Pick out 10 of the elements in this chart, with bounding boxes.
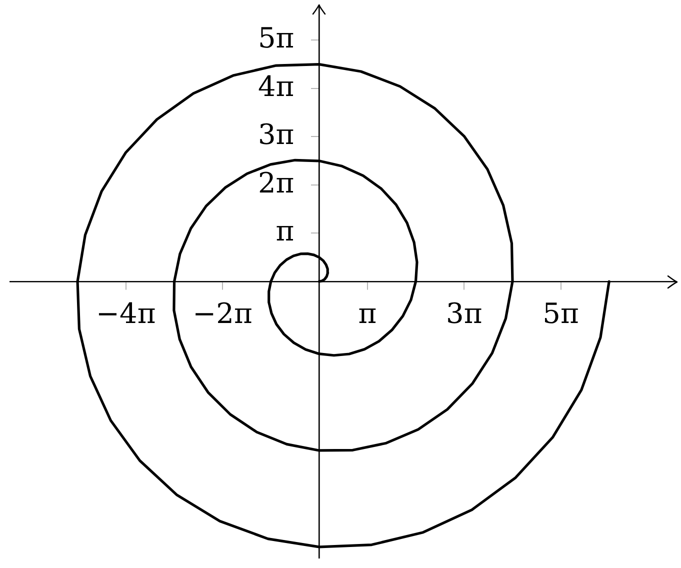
x-tick-label: −2π	[192, 297, 252, 330]
y-tick-label: 4π	[258, 70, 294, 103]
y-tick-label: π	[276, 214, 294, 248]
y-tick-label: 3π	[258, 118, 294, 152]
y-tick-label: 2π	[258, 166, 294, 200]
x-tick-label: 3π	[446, 297, 482, 330]
y-tick-label: 5π	[258, 21, 294, 54]
x-tick-label: −4π	[96, 297, 156, 330]
x-tick-label: π	[358, 297, 377, 330]
x-tick-label: 5π	[542, 297, 579, 330]
